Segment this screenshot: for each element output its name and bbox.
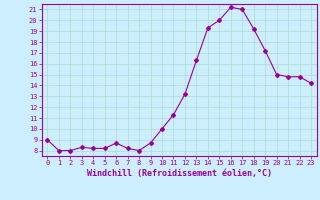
X-axis label: Windchill (Refroidissement éolien,°C): Windchill (Refroidissement éolien,°C)	[87, 169, 272, 178]
